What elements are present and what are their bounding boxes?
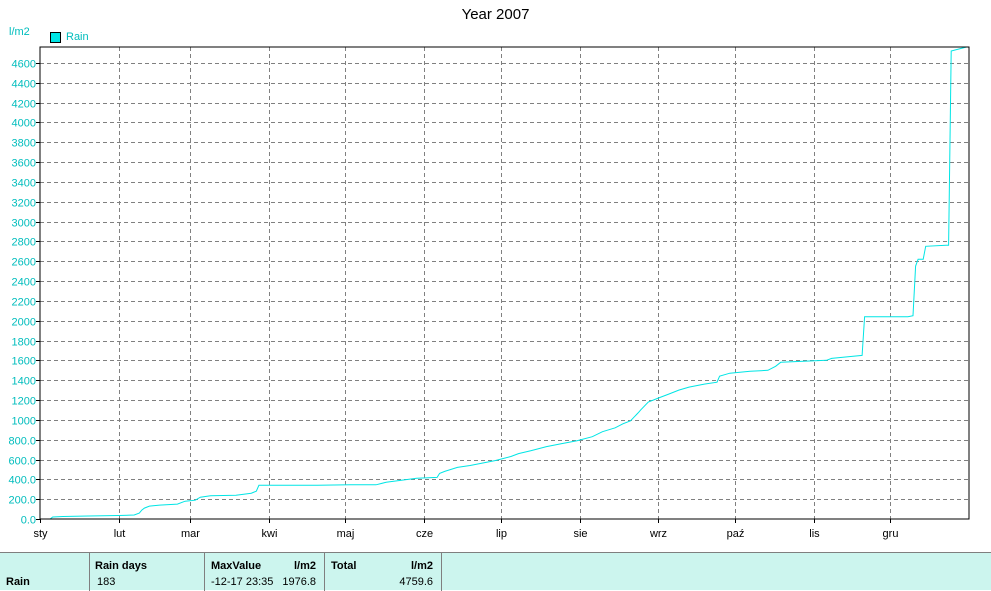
y-tick-label: 3800 — [12, 138, 36, 150]
x-tick-label: lip — [496, 528, 507, 540]
y-tick-label: 0.0 — [21, 515, 36, 527]
legend-swatch — [50, 31, 61, 43]
chart-svg: 0.0 200.0 400.0 600.0 800.0 1000 1200 1400 1600 1… — [8, 46, 970, 540]
y-tick-label: 1400 — [12, 376, 36, 388]
y-tick-label: 2800 — [12, 237, 36, 249]
y-tick-label: 2600 — [12, 257, 36, 269]
y-tick-label: 2200 — [12, 297, 36, 309]
y-axis-unit-label: l/m2 — [9, 26, 30, 38]
y-tick-label: 4600 — [12, 59, 36, 71]
y-tick-label: 3600 — [12, 158, 36, 170]
x-axis-ticks: sty lut mar kwi maj cze lip sie wrz paź lis gru — [33, 519, 898, 540]
y-tick-label: 400.0 — [8, 475, 36, 487]
chart-title: Year 2007 — [461, 6, 530, 23]
max-value-cell: MaxValue l/m2 -12-17 23:35 1976.8 — [205, 553, 325, 591]
x-tick-label: sie — [573, 528, 587, 540]
rain-days-value: 183 — [97, 576, 116, 588]
y-tick-label: 600.0 — [8, 456, 36, 468]
y-tick-label: 2000 — [12, 317, 36, 329]
y-tick-label: 4400 — [12, 79, 36, 91]
x-tick-label: gru — [883, 528, 899, 540]
y-tick-label: 1000 — [12, 416, 36, 428]
legend-label: Rain — [66, 31, 89, 43]
plot-frame — [39, 46, 970, 520]
stats-row-label-cell: Rain — [0, 553, 90, 591]
stats-row-label: Rain — [6, 576, 30, 588]
max-value-date: -12-17 23:35 — [211, 576, 274, 588]
total-header: Total — [331, 560, 357, 572]
y-tick-label: 3400 — [12, 178, 36, 190]
x-tick-label: wrz — [649, 528, 667, 540]
series-line-rain — [40, 46, 967, 520]
rain-days-cell: Rain days 183 — [90, 553, 205, 591]
y-tick-label: 2400 — [12, 277, 36, 289]
y-tick-label: 4000 — [12, 118, 36, 130]
x-tick-label: lis — [809, 528, 820, 540]
x-tick-label: paź — [727, 528, 745, 540]
y-tick-label: 1800 — [12, 337, 36, 349]
max-value-header: MaxValue — [211, 560, 262, 572]
y-tick-label: 800.0 — [8, 436, 36, 448]
x-tick-label: lut — [114, 528, 126, 540]
legend: Rain — [50, 31, 89, 43]
stats-table: Rain Rain days 183 MaxValue l/m2 -12-17 … — [0, 552, 991, 591]
x-tick-label: kwi — [262, 528, 278, 540]
max-value-unit: l/m2 — [293, 560, 316, 572]
max-value-value: 1976.8 — [282, 576, 316, 588]
y-axis-ticks: 0.0 200.0 400.0 600.0 800.0 1000 1200 1400 1600 1… — [8, 59, 40, 527]
rain-days-header: Rain days — [95, 560, 147, 572]
x-tick-label: cze — [416, 528, 433, 540]
y-tick-label: 200.0 — [8, 495, 36, 507]
y-tick-label: 3000 — [12, 218, 36, 230]
y-tick-label: 4200 — [12, 99, 36, 111]
total-cell: Total l/m2 4759.6 — [325, 553, 442, 591]
y-tick-label: 3200 — [12, 198, 36, 210]
y-tick-label: 1200 — [12, 396, 36, 408]
x-tick-label: maj — [337, 528, 355, 540]
total-value: 4759.6 — [399, 576, 433, 588]
y-tick-label: 1600 — [12, 356, 36, 368]
total-unit: l/m2 — [410, 560, 433, 572]
x-tick-label: sty — [33, 528, 48, 540]
grid — [40, 47, 969, 519]
x-tick-label: mar — [181, 528, 200, 540]
